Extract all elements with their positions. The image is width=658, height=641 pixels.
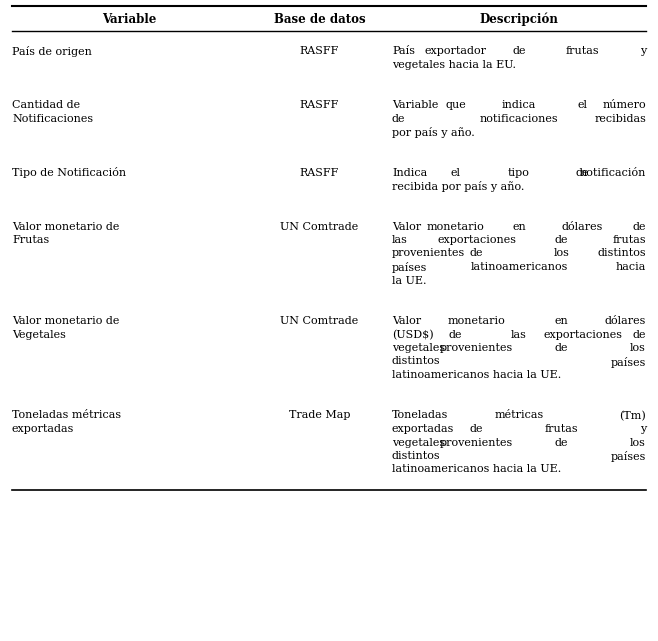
Text: de: de bbox=[555, 438, 568, 447]
Text: la UE.: la UE. bbox=[392, 276, 426, 285]
Text: de: de bbox=[512, 46, 526, 56]
Text: latinoamericanos: latinoamericanos bbox=[470, 262, 568, 272]
Text: frutas: frutas bbox=[613, 235, 646, 245]
Text: países: países bbox=[611, 451, 646, 462]
Text: frutas: frutas bbox=[566, 46, 599, 56]
Text: UN Comtrade: UN Comtrade bbox=[280, 316, 359, 326]
Text: Valor: Valor bbox=[392, 222, 421, 231]
Text: Variable: Variable bbox=[102, 13, 157, 26]
Text: el: el bbox=[451, 167, 461, 178]
Text: recibida por país y año.: recibida por país y año. bbox=[392, 181, 524, 192]
Text: vegetales: vegetales bbox=[392, 343, 445, 353]
Text: métricas: métricas bbox=[494, 410, 544, 420]
Text: países: países bbox=[611, 356, 646, 367]
Text: RASFF: RASFF bbox=[300, 167, 339, 178]
Text: los: los bbox=[630, 438, 646, 447]
Text: País de origen: País de origen bbox=[12, 46, 92, 57]
Text: de: de bbox=[632, 329, 646, 340]
Text: Vegetales: Vegetales bbox=[12, 329, 66, 340]
Text: los: los bbox=[553, 249, 569, 258]
Text: provenientes: provenientes bbox=[440, 343, 513, 353]
Text: de: de bbox=[470, 249, 484, 258]
Text: vegetales hacia la EU.: vegetales hacia la EU. bbox=[392, 60, 516, 69]
Text: UN Comtrade: UN Comtrade bbox=[280, 222, 359, 231]
Text: latinoamericanos hacia la UE.: latinoamericanos hacia la UE. bbox=[392, 465, 561, 474]
Text: distintos: distintos bbox=[392, 356, 441, 367]
Text: número: número bbox=[602, 100, 646, 110]
Text: Frutas: Frutas bbox=[12, 235, 49, 245]
Text: en: en bbox=[555, 316, 569, 326]
Text: Toneladas: Toneladas bbox=[392, 410, 448, 420]
Text: monetario: monetario bbox=[426, 222, 484, 231]
Text: de: de bbox=[576, 167, 590, 178]
Text: RASFF: RASFF bbox=[300, 46, 339, 56]
Text: y: y bbox=[640, 424, 646, 434]
Text: Variable: Variable bbox=[392, 100, 438, 110]
Text: Cantidad de: Cantidad de bbox=[12, 100, 80, 110]
Text: Trade Map: Trade Map bbox=[289, 410, 350, 420]
Text: por país y año.: por país y año. bbox=[392, 127, 475, 138]
Text: exportadas: exportadas bbox=[12, 424, 74, 434]
Text: notificaciones: notificaciones bbox=[480, 113, 558, 124]
Text: (USD$): (USD$) bbox=[392, 329, 434, 340]
Text: de: de bbox=[555, 235, 568, 245]
Text: el: el bbox=[578, 100, 588, 110]
Text: Valor: Valor bbox=[392, 316, 421, 326]
Text: provenientes: provenientes bbox=[392, 249, 465, 258]
Text: provenientes: provenientes bbox=[440, 438, 513, 447]
Text: Valor monetario de: Valor monetario de bbox=[12, 316, 119, 326]
Text: de: de bbox=[470, 424, 484, 434]
Text: países: países bbox=[392, 262, 428, 273]
Text: Notificaciones: Notificaciones bbox=[12, 113, 93, 124]
Text: exportadas: exportadas bbox=[392, 424, 455, 434]
Text: de: de bbox=[555, 343, 568, 353]
Text: (Tm): (Tm) bbox=[619, 410, 646, 420]
Text: exportaciones: exportaciones bbox=[437, 235, 516, 245]
Text: de: de bbox=[392, 113, 405, 124]
Text: las: las bbox=[392, 235, 408, 245]
Text: dólares: dólares bbox=[562, 222, 603, 231]
Text: exportador: exportador bbox=[424, 46, 486, 56]
Text: y: y bbox=[640, 46, 646, 56]
Text: que: que bbox=[445, 100, 466, 110]
Text: distintos: distintos bbox=[392, 451, 441, 461]
Text: vegetales: vegetales bbox=[392, 438, 445, 447]
Text: exportaciones: exportaciones bbox=[543, 329, 622, 340]
Text: en: en bbox=[512, 222, 526, 231]
Text: hacia: hacia bbox=[616, 262, 646, 272]
Text: dólares: dólares bbox=[605, 316, 646, 326]
Text: monetario: monetario bbox=[448, 316, 505, 326]
Text: latinoamericanos hacia la UE.: latinoamericanos hacia la UE. bbox=[392, 370, 561, 380]
Text: Toneladas métricas: Toneladas métricas bbox=[12, 410, 121, 420]
Text: de: de bbox=[449, 329, 463, 340]
Text: notificación: notificación bbox=[580, 167, 646, 178]
Text: frutas: frutas bbox=[545, 424, 578, 434]
Text: distintos: distintos bbox=[597, 249, 646, 258]
Text: tipo: tipo bbox=[508, 167, 530, 178]
Text: Base de datos: Base de datos bbox=[274, 13, 365, 26]
Text: las: las bbox=[511, 329, 527, 340]
Text: Descripción: Descripción bbox=[480, 13, 559, 26]
Text: Tipo de Notificación: Tipo de Notificación bbox=[12, 167, 126, 178]
Text: de: de bbox=[632, 222, 646, 231]
Text: RASFF: RASFF bbox=[300, 100, 339, 110]
Text: los: los bbox=[630, 343, 646, 353]
Text: Indica: Indica bbox=[392, 167, 427, 178]
Text: recibidas: recibidas bbox=[594, 113, 646, 124]
Text: Valor monetario de: Valor monetario de bbox=[12, 222, 119, 231]
Text: País: País bbox=[392, 46, 415, 56]
Text: indica: indica bbox=[502, 100, 536, 110]
